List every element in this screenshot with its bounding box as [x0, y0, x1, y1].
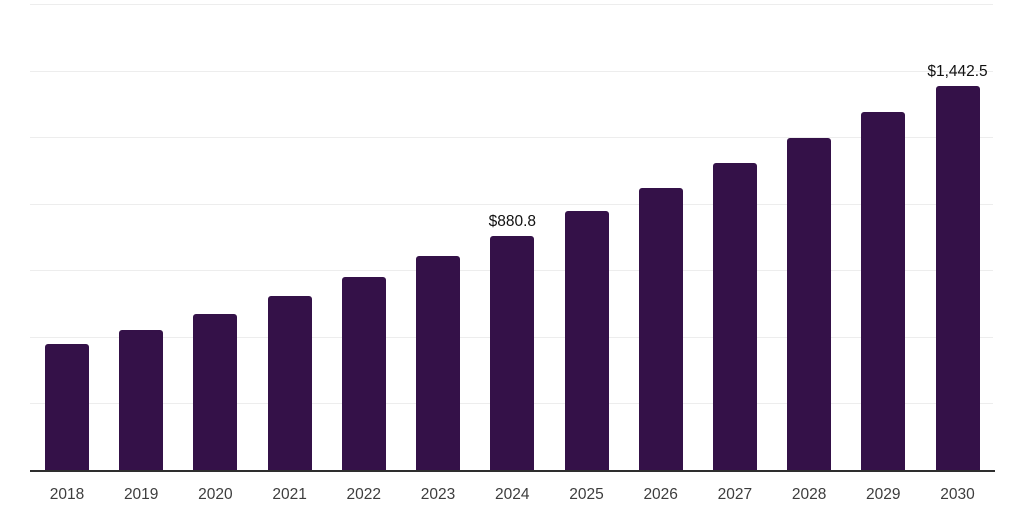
x-tick-2028: 2028	[791, 486, 827, 503]
value-label-2030: $1,442.5	[927, 62, 988, 80]
bar-2023[interactable]	[416, 256, 460, 470]
x-tick-2029: 2029	[866, 486, 901, 503]
bar-2024[interactable]	[490, 235, 535, 470]
bar-2019[interactable]	[119, 329, 164, 470]
x-tick-2025: 2025	[569, 486, 604, 503]
gridline	[30, 137, 993, 139]
x-tick-2020: 2020	[198, 486, 233, 503]
x-tick-2018: 2018	[49, 486, 85, 503]
bar-2029[interactable]	[861, 111, 906, 470]
x-tick-2024: 2024	[495, 486, 530, 503]
gridline	[30, 203, 993, 205]
bar-2018[interactable]	[45, 343, 89, 470]
x-tick-2026: 2026	[643, 486, 678, 503]
x-tick-2019: 2019	[123, 486, 159, 503]
bar-2021[interactable]	[267, 295, 312, 470]
bar-2025[interactable]	[564, 211, 609, 470]
gridline	[30, 4, 993, 5]
bar-2026[interactable]	[638, 188, 683, 470]
x-tick-2023: 2023	[420, 486, 456, 503]
value-label-2024: $880.8	[488, 212, 537, 230]
x-axis-line	[30, 470, 995, 472]
bar-2027[interactable]	[712, 163, 757, 470]
bar-2030[interactable]	[935, 85, 980, 470]
x-tick-2021: 2021	[272, 486, 307, 503]
x-tick-2027: 2027	[717, 486, 753, 503]
bar-2022[interactable]	[341, 277, 386, 470]
bar-2028[interactable]	[787, 138, 832, 470]
gridline	[30, 70, 993, 72]
bar-2020[interactable]	[193, 314, 238, 470]
x-tick-2030: 2030	[940, 486, 975, 503]
x-tick-2022: 2022	[346, 486, 382, 503]
